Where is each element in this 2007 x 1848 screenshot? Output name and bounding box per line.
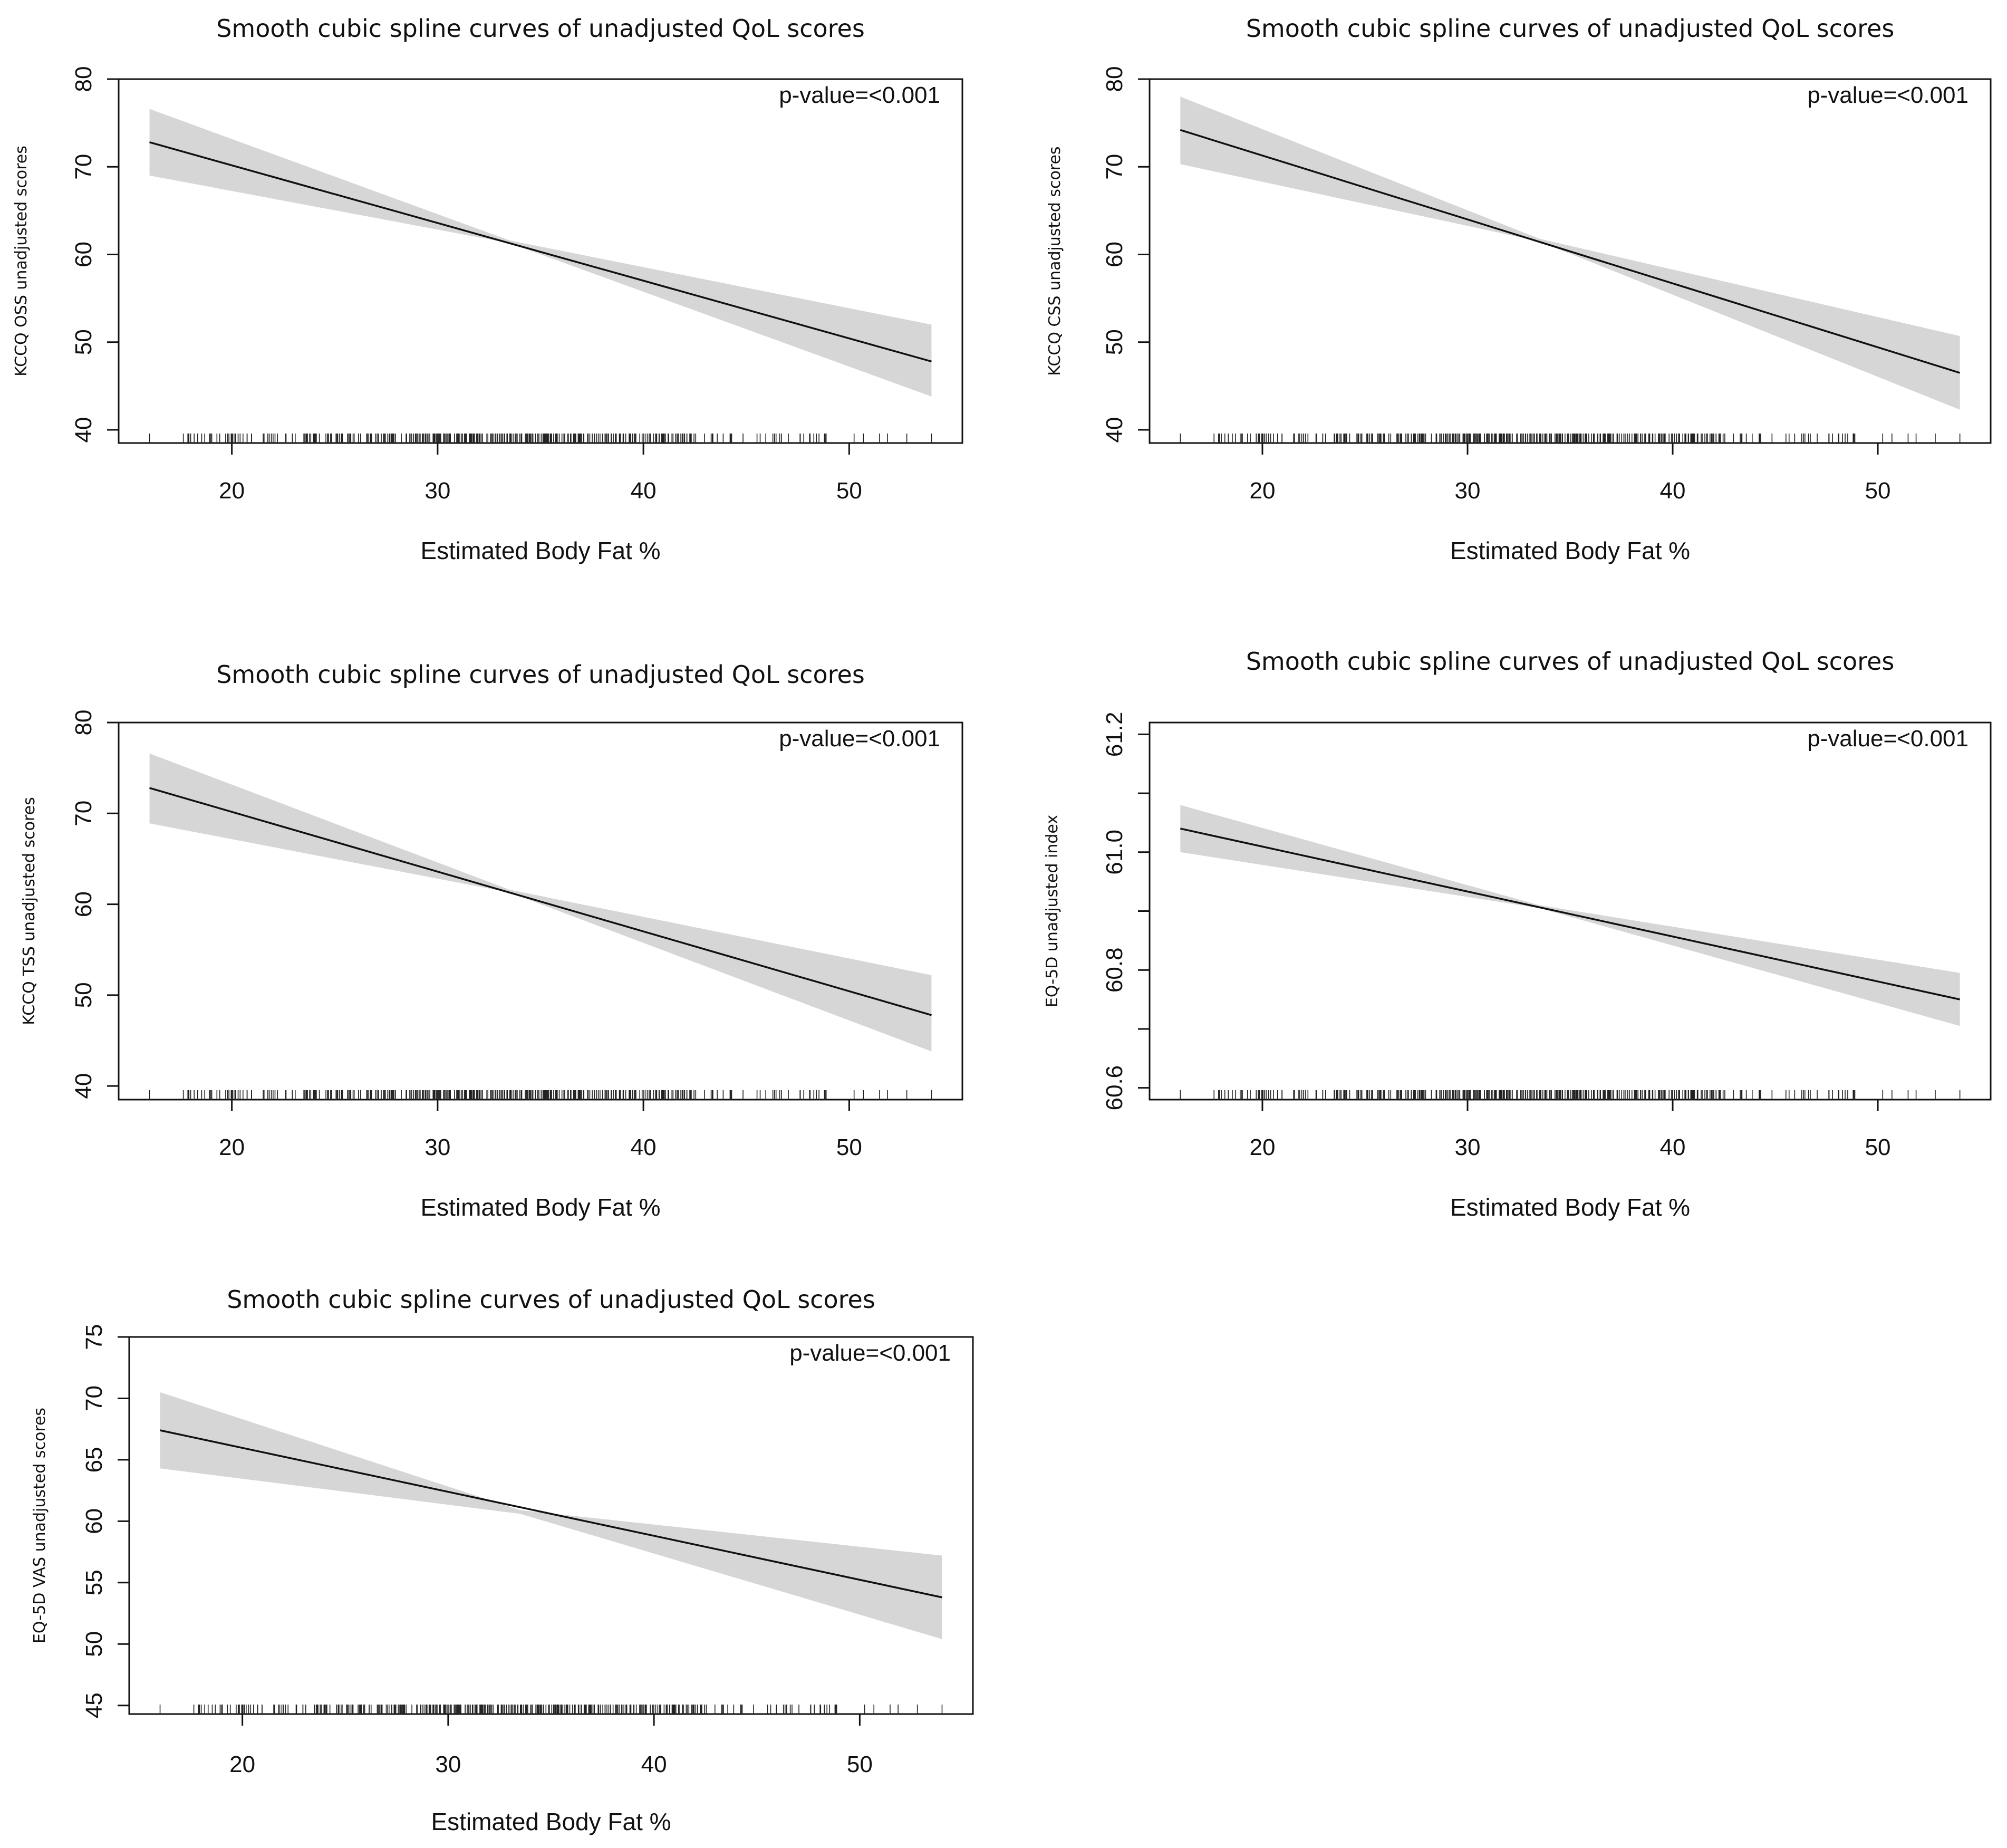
y-tick-label: 60	[71, 891, 97, 917]
y-axis-label: EQ-5D unadjusted index	[1043, 815, 1062, 1007]
y-tick-label: 80	[71, 710, 97, 736]
confidence-band	[160, 1392, 942, 1639]
x-tick-label: 30	[424, 1134, 450, 1160]
confidence-band	[1180, 805, 1960, 1026]
x-axis-label: Estimated Body Fat %	[1450, 1194, 1690, 1221]
x-axis-label: Estimated Body Fat %	[431, 1808, 671, 1835]
chart-panel-4: 20 30 40 50 60.6 60.8 61.0 61.2 Smooth cubic spl…	[1043, 647, 1992, 1221]
x-tick-label: 50	[847, 1751, 873, 1777]
x-tick-label: 50	[1865, 1134, 1891, 1160]
chart-panel-3: 20 30 40 50 40 50 60 70 80 Smooth cubic spline cu…	[20, 660, 963, 1221]
x-tick-label: 40	[631, 1134, 657, 1160]
fitted-spline-line	[1180, 129, 1961, 374]
y-tick-label: 70	[71, 154, 97, 180]
y-tick-label: 70	[71, 801, 97, 826]
y-tick-label: 40	[71, 1073, 97, 1099]
confidence-band	[1180, 97, 1960, 410]
y-tick-label: 65	[81, 1447, 107, 1472]
y-tick-label: 60	[71, 242, 97, 267]
y-tick-label: 60.8	[1102, 947, 1127, 993]
rug-marks	[159, 1705, 943, 1714]
y-tick-label: 60	[1102, 242, 1127, 267]
rug-marks	[149, 434, 932, 443]
p-value-annotation: p-value=<0.001	[779, 726, 940, 752]
rug-marks	[149, 1090, 932, 1100]
plot-frame	[118, 721, 963, 1101]
p-value-annotation: p-value=<0.001	[779, 82, 940, 108]
y-tick-label: 70	[1102, 154, 1127, 180]
x-tick-label: 40	[1660, 1134, 1686, 1160]
x-tick-label: 20	[1249, 1134, 1275, 1160]
y-tick-label: 80	[1102, 66, 1127, 92]
p-value-annotation: p-value=<0.001	[1807, 82, 1969, 108]
y-tick-label: 55	[81, 1570, 107, 1595]
plot-frame	[1149, 78, 1992, 444]
y-tick-label: 40	[71, 417, 97, 443]
y-tick-label: 61.2	[1102, 712, 1127, 757]
rug-marks	[1180, 434, 1961, 443]
y-tick-label: 60	[81, 1508, 107, 1534]
chart-title: Smooth cubic spline curves of unadjusted…	[1246, 14, 1895, 43]
x-tick-label: 30	[424, 478, 450, 504]
y-tick-label: 40	[1102, 417, 1127, 443]
chart-title: Smooth cubic spline curves of unadjusted…	[216, 660, 865, 689]
y-tick-label: 61.0	[1102, 830, 1127, 875]
x-tick-label: 20	[219, 478, 245, 504]
x-tick-label: 20	[229, 1751, 255, 1777]
chart-panel-5: 20 30 40 50 45 50 55 60 65 70 75 Smooth cubic splin…	[31, 1285, 974, 1835]
y-tick-label: 75	[81, 1324, 107, 1350]
rug-marks	[1180, 1090, 1961, 1100]
x-tick-label: 30	[435, 1751, 461, 1777]
y-tick-label: 80	[71, 66, 97, 92]
y-axis-label: KCCQ OSS unadjusted scores	[12, 146, 31, 377]
y-axis-label: EQ-5D VAS unadjusted scores	[31, 1408, 49, 1643]
y-tick-label: 45	[81, 1692, 107, 1718]
x-tick-label: 50	[1865, 478, 1891, 504]
y-tick-label: 70	[81, 1385, 107, 1411]
x-tick-label: 40	[631, 478, 657, 504]
p-value-annotation: p-value=<0.001	[789, 1340, 951, 1366]
fitted-spline-line	[149, 141, 932, 363]
fitted-spline-line	[1180, 827, 1961, 1000]
p-value-annotation: p-value=<0.001	[1807, 726, 1969, 752]
x-tick-label: 40	[1660, 478, 1686, 504]
x-axis-label: Estimated Body Fat %	[420, 537, 660, 564]
x-tick-label: 30	[1455, 1134, 1481, 1160]
x-tick-label: 20	[219, 1134, 245, 1160]
x-tick-label: 20	[1249, 478, 1275, 504]
y-axis-label: KCCQ CSS unadjusted scores	[1046, 146, 1064, 376]
y-tick-label: 50	[71, 982, 97, 1008]
fitted-spline-line	[149, 787, 932, 1016]
chart-title: Smooth cubic spline curves of unadjusted…	[227, 1285, 875, 1314]
x-tick-label: 40	[641, 1751, 667, 1777]
x-axis-label: Estimated Body Fat %	[420, 1194, 660, 1221]
fitted-spline-line	[160, 1429, 942, 1599]
chart-title: Smooth cubic spline curves of unadjusted…	[1246, 647, 1895, 676]
y-tick-label: 50	[71, 329, 97, 355]
y-tick-label: 60.6	[1102, 1065, 1127, 1111]
chart-panel-2: 20 30 40 50 40 50 60 70 80 Smooth cubic spline cu…	[1046, 14, 1992, 564]
y-tick-label: 50	[1102, 329, 1127, 355]
plot-frame	[118, 78, 963, 444]
chart-panel-1: 20 30 40 50 40 50 60 70 80 Smooth cubic spline cu…	[12, 14, 963, 564]
chart-title: Smooth cubic spline curves of unadjusted…	[216, 14, 865, 43]
plot-frame	[128, 1336, 974, 1715]
y-axis-label: KCCQ TSS unadjusted scores	[20, 797, 38, 1025]
x-tick-label: 50	[836, 1134, 862, 1160]
x-tick-label: 30	[1455, 478, 1481, 504]
x-tick-label: 50	[836, 478, 862, 504]
y-tick-label: 50	[81, 1631, 107, 1657]
x-axis-label: Estimated Body Fat %	[1450, 537, 1690, 564]
